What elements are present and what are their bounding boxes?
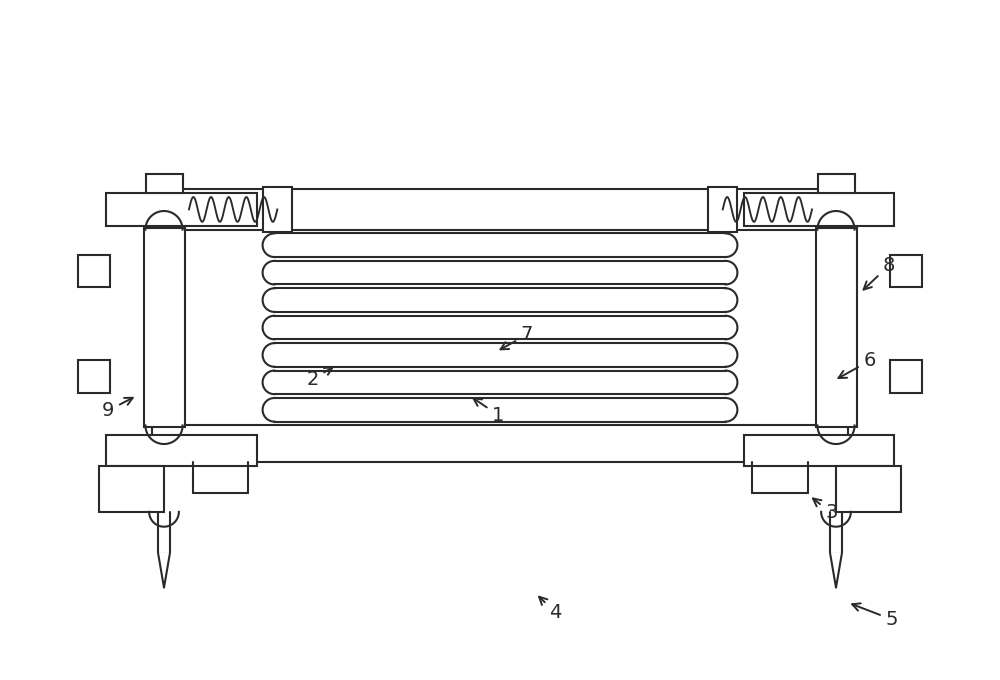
Bar <box>263 188 292 231</box>
Bar <box>816 228 857 427</box>
Bar <box>152 426 848 462</box>
Polygon shape <box>156 554 172 588</box>
Bar <box>708 188 737 231</box>
Bar <box>152 189 848 230</box>
Bar <box>744 435 894 466</box>
Text: 5: 5 <box>852 603 898 629</box>
Text: 6: 6 <box>838 352 876 378</box>
Bar <box>99 466 164 512</box>
Bar <box>890 254 922 287</box>
Bar <box>78 254 110 287</box>
Bar <box>836 466 901 512</box>
Bar <box>744 193 894 226</box>
Text: 1: 1 <box>473 398 504 424</box>
Text: 8: 8 <box>864 256 895 290</box>
Bar <box>146 174 183 193</box>
Bar <box>106 193 257 226</box>
Bar <box>144 228 185 427</box>
Text: 2: 2 <box>307 367 333 389</box>
Text: 3: 3 <box>813 498 837 522</box>
Bar <box>890 360 922 393</box>
Bar <box>106 435 257 466</box>
Bar <box>78 360 110 393</box>
Text: 7: 7 <box>500 325 533 350</box>
Polygon shape <box>828 554 844 588</box>
Text: 9: 9 <box>102 398 133 420</box>
Bar <box>818 174 855 193</box>
Text: 4: 4 <box>539 597 562 622</box>
